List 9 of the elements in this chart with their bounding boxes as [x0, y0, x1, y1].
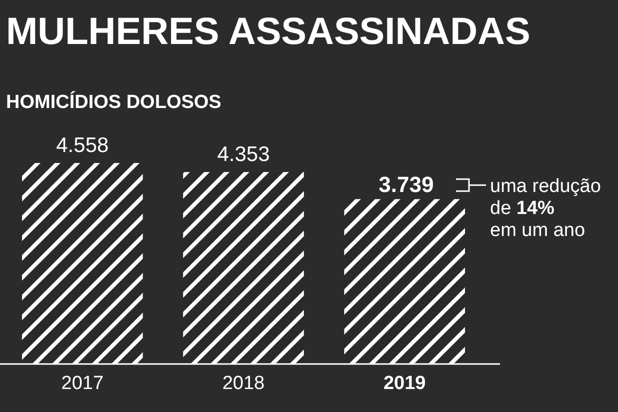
x-tick-label: 2019 [383, 373, 426, 394]
data-label: 4.558 [56, 134, 109, 157]
chart-subtitle: HOMICÍDIOS DOLOSOS [6, 91, 222, 113]
data-label: 4.353 [217, 143, 270, 166]
chart-title: MULHERES ASSASSINADAS [6, 11, 530, 53]
x-tick-label: 2017 [61, 373, 104, 394]
data-label: 3.739 [378, 172, 434, 198]
x-tick-label: 2018 [222, 373, 265, 394]
annotation: uma redução de 14% em um ano [490, 176, 601, 242]
